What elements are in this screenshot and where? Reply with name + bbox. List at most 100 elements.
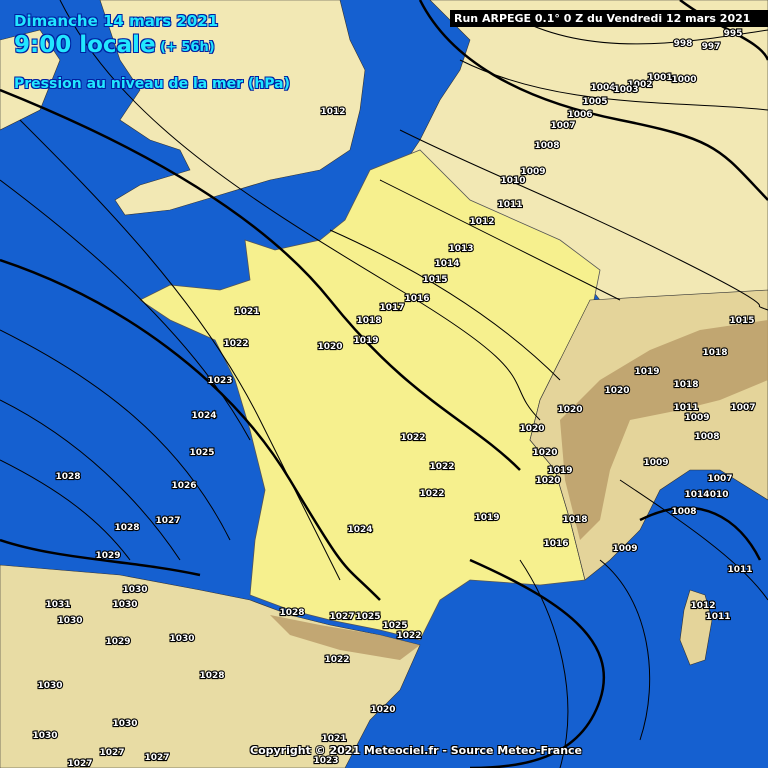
isobar-line	[399, 129, 768, 311]
isobar-label: 1022	[429, 462, 454, 472]
isobar-label: 1020	[557, 405, 582, 415]
isobar-label: 1020	[604, 386, 629, 396]
isobar-line	[0, 179, 251, 441]
isobar-label: 1014	[684, 490, 709, 500]
isobar-label: 1001	[647, 73, 672, 83]
isobar-label: 1020	[535, 476, 560, 486]
forecast-time: 9:00 locale	[14, 32, 156, 58]
isobar-label: 1029	[105, 637, 130, 647]
isobar-label: 997	[702, 42, 721, 52]
isobar-line	[379, 179, 621, 301]
isobar-label: 998	[674, 39, 693, 49]
isobar-label: 1003	[613, 85, 638, 95]
isobar-label: 1023	[207, 376, 232, 386]
isobar-label: 1027	[155, 516, 180, 526]
isobar-line	[459, 59, 768, 111]
isobar-label: 1024	[191, 411, 216, 421]
isobar-label: 1020	[519, 424, 544, 434]
isobar-label: 1022	[419, 489, 444, 499]
isobar-line	[0, 88, 521, 471]
isobar-label: 1009	[612, 544, 637, 554]
isobar-label: 1027	[329, 612, 354, 622]
isobar-label: 1018	[673, 380, 698, 390]
isobar-line	[59, 0, 541, 421]
isobar-line	[19, 119, 341, 581]
isobar-label: 1012	[690, 601, 715, 611]
isobar-label: 1020	[532, 448, 557, 458]
isobar-labels: 1012100410051006100710081009101010111012…	[31, 28, 756, 768]
isobar-label: 1015	[729, 316, 754, 326]
isobar-label: 1007	[707, 474, 732, 484]
isobar-label: 1021	[234, 307, 259, 317]
isobar-label: 1022	[223, 339, 248, 349]
isobar-label: 1025	[189, 448, 214, 458]
isobar-label: 1016	[543, 539, 568, 549]
isobar-label: 1018	[356, 316, 381, 326]
isobar-label: 1006	[567, 110, 592, 120]
land-corsica	[679, 589, 713, 666]
isobar-line	[519, 19, 768, 45]
isobar-label: 1019	[474, 513, 499, 523]
isobar-label: 1017	[379, 303, 404, 313]
isobar-label: 1010	[703, 490, 728, 500]
isobar-label: 1027	[67, 759, 92, 768]
isobar-label: 1007	[550, 121, 575, 131]
isobar-label: 1002	[627, 80, 652, 90]
isobar-label: 1030	[57, 616, 82, 626]
isobar-label: 1025	[382, 621, 407, 631]
lead-time: (+ 56h)	[160, 40, 215, 55]
isobar-label: 1030	[122, 585, 147, 595]
isobar-line	[639, 506, 762, 561]
isobar-label: 1015	[422, 275, 447, 285]
isobar-label: 1000	[671, 75, 696, 85]
isobar-label: 1008	[671, 507, 696, 517]
isobar-label: 1019	[634, 367, 659, 377]
isobar-line	[0, 459, 131, 561]
isobar-label: 1009	[643, 458, 668, 468]
isobar-label: 1012	[320, 107, 345, 117]
mountains-pyrenees	[270, 615, 420, 660]
isobar-label: 1024	[347, 525, 372, 535]
isobar-label: 1027	[144, 753, 169, 763]
isobar-label: 1030	[169, 634, 194, 644]
isobar-label: 1022	[324, 655, 349, 665]
isobar-label: 1011	[497, 200, 522, 210]
isobar-label: 1011	[727, 565, 752, 575]
mountains-alps	[560, 320, 768, 540]
isobar-label: 1009	[520, 167, 545, 177]
isobar-label: 1009	[684, 413, 709, 423]
isobar-label: 1008	[534, 141, 559, 151]
isobar-line	[619, 479, 768, 601]
isobar-label: 1010	[500, 176, 525, 186]
isobar-line	[679, 0, 768, 61]
isobar-label: 1031	[45, 600, 70, 610]
isobar-label: 1018	[702, 348, 727, 358]
isobar-label: 1019	[547, 466, 572, 476]
isobar-label: 1011	[705, 612, 730, 622]
isobar-label: 1026	[171, 481, 196, 491]
isobar-label: 1005	[582, 97, 607, 107]
isobar-label: 1030	[37, 681, 62, 691]
land-ireland	[0, 29, 61, 131]
isobar-label: 1028	[114, 523, 139, 533]
isobar-label: 1025	[355, 612, 380, 622]
isobar-label: 1004	[590, 83, 615, 93]
isobar-label: 1028	[279, 608, 304, 618]
forecast-date: Dimanche 14 mars 2021	[14, 12, 219, 30]
isobar-label: 1008	[694, 432, 719, 442]
isobar-label: 1007	[730, 403, 755, 413]
isobar-label: 1029	[95, 551, 120, 561]
isobar-line	[0, 399, 181, 561]
isobar-line	[0, 538, 201, 577]
isobar-label: 1023	[313, 756, 338, 766]
isobar-label: 1018	[562, 515, 587, 525]
isobar-label: 995	[724, 29, 743, 39]
isobar-label: 1028	[199, 671, 224, 681]
isobar-line	[519, 559, 569, 768]
isobar-label: 1019	[353, 336, 378, 346]
isobar-label: 1013	[448, 244, 473, 254]
isobar-label: 1030	[112, 719, 137, 729]
isobar-label: 1020	[370, 705, 395, 715]
